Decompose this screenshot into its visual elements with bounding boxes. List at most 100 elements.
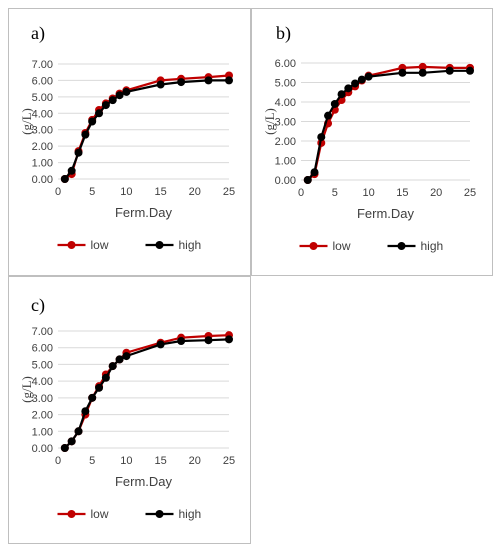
- legend-label-high: high: [179, 507, 202, 521]
- x-tick-label: 5: [89, 186, 95, 198]
- legend-marker-low: [67, 510, 76, 518]
- x-tick-label: 5: [89, 455, 95, 467]
- data-point-high: [67, 437, 76, 446]
- chart-c: 0.00 1.00 2.00 3.00 4.00 5.00 6.00 7.00 0 5 10 15 20…: [19, 326, 235, 521]
- y-tick-label: 5.00: [32, 92, 53, 104]
- data-point-high: [122, 352, 131, 361]
- x-tick-label: 15: [154, 455, 166, 467]
- panel-label: a): [31, 23, 45, 43]
- data-point-high: [225, 335, 233, 344]
- data-point-high: [466, 66, 474, 75]
- y-tick-label: 2.00: [275, 136, 296, 148]
- data-point-high: [364, 72, 373, 81]
- data-point-high: [108, 96, 117, 105]
- y-axis-title: (g/L): [19, 376, 34, 403]
- legend-marker-high: [155, 241, 164, 249]
- y-tick-label: 2.00: [32, 141, 53, 153]
- x-tick-label: 20: [189, 186, 201, 198]
- x-tick-label: 15: [154, 186, 166, 198]
- data-point-high: [418, 68, 427, 77]
- data-point-high: [95, 109, 104, 118]
- y-tick-label: 2.00: [32, 410, 53, 422]
- legend-marker-low: [67, 241, 76, 249]
- x-tick-label: 20: [189, 455, 201, 467]
- x-tick-label: 0: [55, 455, 61, 467]
- x-tick-label: 10: [120, 186, 132, 198]
- y-tick-label: 0.00: [32, 443, 53, 455]
- data-point-high: [204, 336, 213, 345]
- data-point-low: [418, 62, 427, 71]
- legend-marker-low: [309, 242, 318, 250]
- data-point-high: [88, 117, 97, 126]
- y-tick-label: 1.00: [32, 426, 53, 438]
- data-point-high: [101, 373, 110, 382]
- legend-marker-high: [397, 242, 406, 250]
- y-tick-label: 0.00: [275, 175, 296, 187]
- x-axis-title: Ferm.Day: [115, 474, 173, 489]
- legend-label-low: low: [333, 239, 351, 253]
- data-point-high: [108, 362, 117, 371]
- y-tick-label: 6.00: [275, 58, 296, 70]
- data-point-high: [310, 168, 319, 177]
- x-tick-label: 25: [223, 186, 235, 198]
- series-line-low: [307, 65, 470, 181]
- data-point-high: [60, 444, 69, 452]
- y-axis-title: (g/L): [262, 108, 277, 135]
- y-tick-label: 4.00: [32, 108, 53, 120]
- series-line-high: [306, 69, 470, 181]
- x-axis-title: Ferm.Day: [115, 205, 173, 220]
- y-tick-label: 6.00: [32, 75, 53, 87]
- x-axis-title: Ferm.Day: [357, 206, 415, 221]
- y-tick-label: 4.00: [275, 97, 296, 109]
- data-point-high: [303, 176, 312, 184]
- panel-label: b): [276, 23, 291, 43]
- x-tick-label: 15: [396, 187, 408, 199]
- data-point-high: [330, 99, 339, 108]
- data-point-high: [60, 175, 69, 183]
- data-point-high: [88, 393, 97, 402]
- data-point-high: [156, 340, 165, 349]
- y-tick-label: 5.00: [275, 78, 296, 90]
- x-tick-label: 25: [464, 187, 476, 199]
- y-tick-label: 5.00: [32, 359, 53, 371]
- legend-label-low: low: [91, 238, 109, 252]
- data-point-high: [156, 80, 165, 89]
- x-tick-label: 5: [332, 187, 338, 199]
- y-tick-label: 3.00: [32, 125, 53, 137]
- x-tick-label: 0: [298, 187, 304, 199]
- data-point-high: [398, 68, 407, 77]
- y-tick-label: 1.00: [32, 158, 53, 170]
- x-tick-label: 10: [362, 187, 374, 199]
- legend-label-high: high: [179, 238, 202, 252]
- x-tick-label: 25: [223, 455, 235, 467]
- data-point-high: [177, 337, 186, 346]
- x-tick-label: 20: [430, 187, 442, 199]
- data-point-high: [357, 75, 366, 84]
- y-tick-label: 3.00: [275, 117, 296, 129]
- legend-label-low: low: [91, 507, 109, 521]
- legend-label-high: high: [421, 239, 444, 253]
- data-point-high: [95, 383, 104, 392]
- y-tick-label: 4.00: [32, 376, 53, 388]
- y-tick-label: 6.00: [32, 343, 53, 355]
- y-tick-label: 0.00: [32, 174, 53, 186]
- data-point-high: [351, 79, 360, 88]
- data-point-high: [81, 130, 90, 139]
- data-point-high: [67, 166, 76, 175]
- data-point-high: [445, 66, 454, 75]
- data-point-high: [115, 355, 124, 364]
- x-tick-label: 10: [120, 455, 132, 467]
- data-point-high: [74, 148, 83, 157]
- chart-panel-c: c) 0.00 1.00 2.00 3.00 4.00 5.00 6.00 7.00 0 5 10 1…: [8, 276, 251, 544]
- data-point-high: [81, 407, 90, 416]
- chart-b: 0.00 1.00 2.00 3.00 4.00 5.00 6.00 0 5 10 15 20 25 Fe…: [262, 58, 476, 253]
- legend-marker-high: [155, 510, 164, 518]
- data-point-high: [177, 78, 186, 87]
- data-point-high: [122, 87, 131, 96]
- panel-label: c): [31, 295, 45, 315]
- data-point-high: [337, 90, 346, 99]
- chart-a: 0.00 1.00 2.00 3.00 4.00 5.00 6.00 7.00 0 5 10 15 20…: [19, 59, 235, 252]
- chart-panel-b: b) 0.00 1.00 2.00 3.00 4.00 5.00 6.00 0 5 10 15 20 2…: [251, 8, 493, 276]
- y-tick-label: 7.00: [32, 59, 53, 71]
- data-point-high: [204, 76, 213, 85]
